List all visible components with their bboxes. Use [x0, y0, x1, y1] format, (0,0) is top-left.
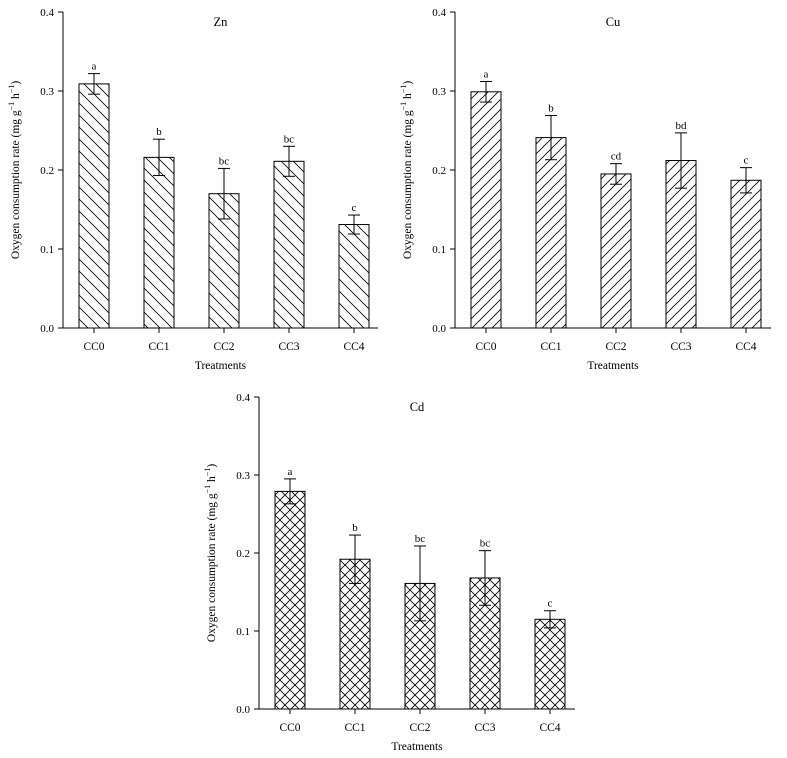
significance-label: c [744, 155, 749, 167]
y-axis-label-text: h [206, 476, 218, 485]
y-tick-label: 0.4 [432, 7, 446, 19]
significance-label: b [548, 102, 554, 114]
bar [143, 156, 175, 329]
y-tick-label: 0.0 [40, 323, 54, 335]
y-tick-label: 0.1 [432, 244, 446, 256]
x-axis-label: Treatments [587, 360, 639, 372]
y-axis-label-text: Oxygen consumption rate (mg g [206, 493, 218, 642]
y-axis-label-text: ) [402, 81, 414, 85]
y-axis-label: Oxygen consumption rate (mg g−1 h−1) [7, 81, 22, 260]
y-axis-label-sup: −1 [7, 102, 16, 111]
bar [274, 490, 306, 710]
y-axis-label-sup: −1 [399, 85, 408, 94]
y-tick-label: 0.2 [432, 165, 446, 177]
significance-label: cd [611, 151, 622, 163]
chart-cu: 0.0 0.1 0.2 0.3 0.4 a CC0 b CC1 cd CC2 bd CC3 c CC4 Cu T… [399, 7, 771, 372]
y-axis-label-sup: −1 [203, 468, 212, 477]
y-tick-label: 0.0 [432, 323, 446, 335]
x-tick-label: CC4 [343, 341, 364, 353]
bar [600, 173, 632, 329]
significance-label: bc [415, 533, 426, 545]
chart-cd: 0.0 0.1 0.2 0.3 0.4 a CC0 b CC1 bc CC2 bc CC3 c CC4 Cd T… [203, 392, 575, 753]
y-tick-label: 0.4 [40, 7, 54, 19]
x-tick-label: CC2 [213, 341, 234, 353]
x-tick-label: CC1 [148, 341, 169, 353]
chart-zn: 0.0 0.1 0.2 0.3 0.4 a CC0 b CC1 bc CC2 bc CC3 c CC4 Zn T… [7, 7, 378, 372]
y-tick-label: 0.3 [40, 86, 54, 98]
y-axis-label-text: h [402, 93, 414, 102]
significance-label: a [288, 466, 293, 478]
y-axis-label: Oxygen consumption rate (mg g−1 h−1) [399, 81, 414, 260]
y-tick-label: 0.1 [236, 626, 250, 638]
y-axis-label-sup: −1 [399, 102, 408, 111]
y-axis-label-text: Oxygen consumption rate (mg g [10, 110, 22, 259]
significance-label: bc [219, 155, 230, 167]
x-tick-label: CC4 [539, 722, 560, 734]
bar [273, 160, 305, 329]
x-tick-label: CC3 [474, 722, 495, 734]
x-tick-label: CC0 [83, 341, 104, 353]
x-tick-label: CC1 [540, 341, 561, 353]
x-axis-label: Treatments [195, 360, 247, 372]
y-axis-label-text: Oxygen consumption rate (mg g [402, 110, 414, 259]
bar [339, 558, 371, 710]
y-tick-label: 0.4 [236, 392, 250, 404]
bar [470, 91, 502, 329]
x-tick-label: CC3 [278, 341, 299, 353]
y-tick-label: 0.2 [236, 548, 250, 560]
y-tick-label: 0.1 [40, 244, 54, 256]
x-tick-label: CC0 [475, 341, 496, 353]
bar [730, 179, 762, 329]
bar [534, 618, 566, 710]
significance-label: bc [284, 133, 295, 145]
bar [338, 224, 370, 329]
y-axis-label-text: ) [10, 81, 22, 85]
y-axis-label-text: h [10, 93, 22, 102]
x-tick-label: CC3 [670, 341, 691, 353]
x-axis-label: Treatments [391, 741, 443, 753]
significance-label: c [548, 598, 553, 610]
significance-label: b [352, 522, 358, 534]
y-tick-label: 0.3 [236, 470, 250, 482]
y-axis-label-sup: −1 [7, 85, 16, 94]
y-axis-label-sup: −1 [203, 485, 212, 494]
y-tick-label: 0.3 [432, 86, 446, 98]
significance-label: b [156, 126, 162, 138]
x-tick-label: CC4 [735, 341, 756, 353]
bar [78, 83, 110, 329]
y-tick-label: 0.2 [40, 165, 54, 177]
y-axis-label: Oxygen consumption rate (mg g−1 h−1) [203, 464, 218, 643]
bar [535, 137, 567, 329]
x-tick-label: CC2 [409, 722, 430, 734]
significance-label: c [352, 202, 357, 214]
y-axis-label-text: ) [206, 464, 218, 468]
significance-label: a [92, 61, 97, 73]
x-tick-label: CC0 [279, 722, 300, 734]
x-tick-label: CC1 [344, 722, 365, 734]
significance-label: bd [676, 120, 688, 132]
chart-title: Cd [410, 400, 425, 414]
chart-title: Zn [214, 15, 229, 29]
significance-label: bc [480, 538, 491, 550]
x-tick-label: CC2 [605, 341, 626, 353]
significance-label: a [484, 69, 489, 81]
y-tick-label: 0.0 [236, 704, 250, 716]
chart-title: Cu [606, 15, 621, 29]
